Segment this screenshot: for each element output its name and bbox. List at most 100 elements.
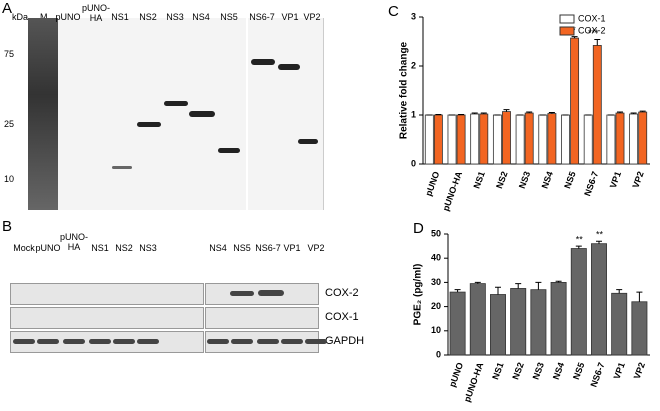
bar	[492, 114, 502, 165]
error-bar	[503, 109, 510, 112]
x-tick-label: NS2	[494, 170, 509, 190]
lane-label: NS6-7	[249, 12, 275, 22]
bar	[433, 114, 443, 165]
x-tick-label: NS6-7	[588, 361, 606, 388]
blot-band	[257, 339, 279, 344]
bar	[470, 113, 480, 165]
lane-label: pUNO-HA	[59, 232, 88, 252]
lane-label: NS2	[139, 12, 157, 22]
blot-band	[137, 339, 159, 344]
panel-label: D	[413, 220, 424, 237]
y-tick-label: 30	[431, 277, 441, 287]
y-tick-label: 0	[411, 158, 416, 168]
legend-label: COX-1	[578, 13, 606, 23]
x-tick-label: NS6-7	[582, 170, 600, 197]
lane-label: NS4	[209, 243, 227, 253]
bar	[547, 113, 557, 165]
y-tick-label: 1	[411, 109, 416, 119]
band	[278, 64, 300, 70]
x-tick-label: VP2	[632, 361, 647, 380]
lane-label: VP1	[283, 243, 301, 253]
y-axis-label: PGE₂ (pg/ml)	[413, 264, 424, 326]
blot-band	[305, 339, 327, 344]
lane-label: VP1	[281, 12, 299, 22]
y-tick-label: 2	[411, 60, 416, 70]
y-tick-label: 50	[431, 228, 441, 238]
bar	[611, 292, 628, 356]
x-tick-label: NS2	[510, 361, 525, 381]
error-bar	[535, 281, 542, 290]
error-bar	[471, 112, 478, 115]
band	[298, 139, 318, 144]
row-label: COX-1	[325, 311, 359, 323]
legend-label: COX-2	[578, 25, 606, 35]
blot-band	[207, 339, 229, 344]
bar	[583, 114, 593, 165]
lane-label: NS6-7	[255, 243, 281, 253]
bar	[570, 248, 587, 356]
panel-label: B	[2, 218, 13, 235]
blot-band	[89, 339, 111, 344]
x-tick-label: VP2	[631, 170, 646, 189]
band	[164, 101, 188, 106]
marker-unit: kDa	[12, 12, 29, 22]
bar	[550, 281, 567, 356]
lane-label: NS5	[220, 12, 238, 22]
error-bar	[636, 291, 643, 302]
bar	[629, 113, 639, 165]
bar	[479, 113, 489, 165]
blot	[10, 307, 204, 329]
band	[112, 166, 132, 169]
band	[218, 148, 240, 153]
error-bar	[526, 111, 533, 114]
blot-band	[281, 339, 303, 344]
blot	[10, 283, 204, 305]
legend-swatch	[559, 14, 575, 24]
error-bar	[454, 289, 461, 293]
error-bar	[555, 280, 562, 283]
x-tick-label: NS3	[531, 361, 546, 381]
y-axis-label: Relative fold change	[399, 41, 410, 139]
marker-label: 10	[4, 174, 15, 184]
bar	[502, 111, 511, 165]
bar	[538, 114, 548, 165]
bar	[447, 114, 457, 165]
lane-label: NS3	[139, 243, 157, 253]
error-bar	[515, 283, 522, 289]
row-label: GAPDH	[325, 335, 365, 347]
x-tick-label: NS1	[471, 170, 486, 190]
y-tick-label: 40	[431, 253, 441, 263]
x-tick-label: VP1	[608, 170, 623, 189]
lane-label: VP2	[307, 243, 325, 253]
lane-label: pUNO	[55, 12, 81, 22]
error-bar	[571, 36, 578, 39]
bar	[631, 301, 648, 356]
bar	[592, 45, 602, 165]
x-tick-label: pUNO	[423, 170, 441, 197]
significance: **	[576, 234, 584, 244]
x-tick-label: pUNO-HA	[462, 361, 486, 404]
bar	[615, 112, 625, 165]
x-tick-label: VP1	[612, 361, 627, 380]
bar	[490, 294, 506, 356]
error-bar	[639, 110, 646, 113]
x-tick-label: NS4	[551, 361, 566, 381]
bar	[524, 112, 534, 165]
lane-label: NS1	[91, 243, 109, 253]
bar	[456, 114, 466, 165]
marker-label: 25	[4, 119, 15, 129]
error-bar	[480, 112, 487, 115]
x-tick-label: NS1	[490, 361, 505, 381]
error-bar	[495, 286, 501, 295]
x-tick-label: pUNO	[447, 361, 465, 388]
bar	[424, 114, 434, 165]
lane-label: pUNO	[35, 243, 61, 253]
bar	[638, 111, 648, 165]
lane-label: NS4	[192, 12, 210, 22]
lane-label: NS2	[115, 243, 133, 253]
bar	[449, 291, 466, 356]
y-tick-label: 20	[431, 301, 441, 311]
row-label: COX-2	[325, 287, 359, 299]
